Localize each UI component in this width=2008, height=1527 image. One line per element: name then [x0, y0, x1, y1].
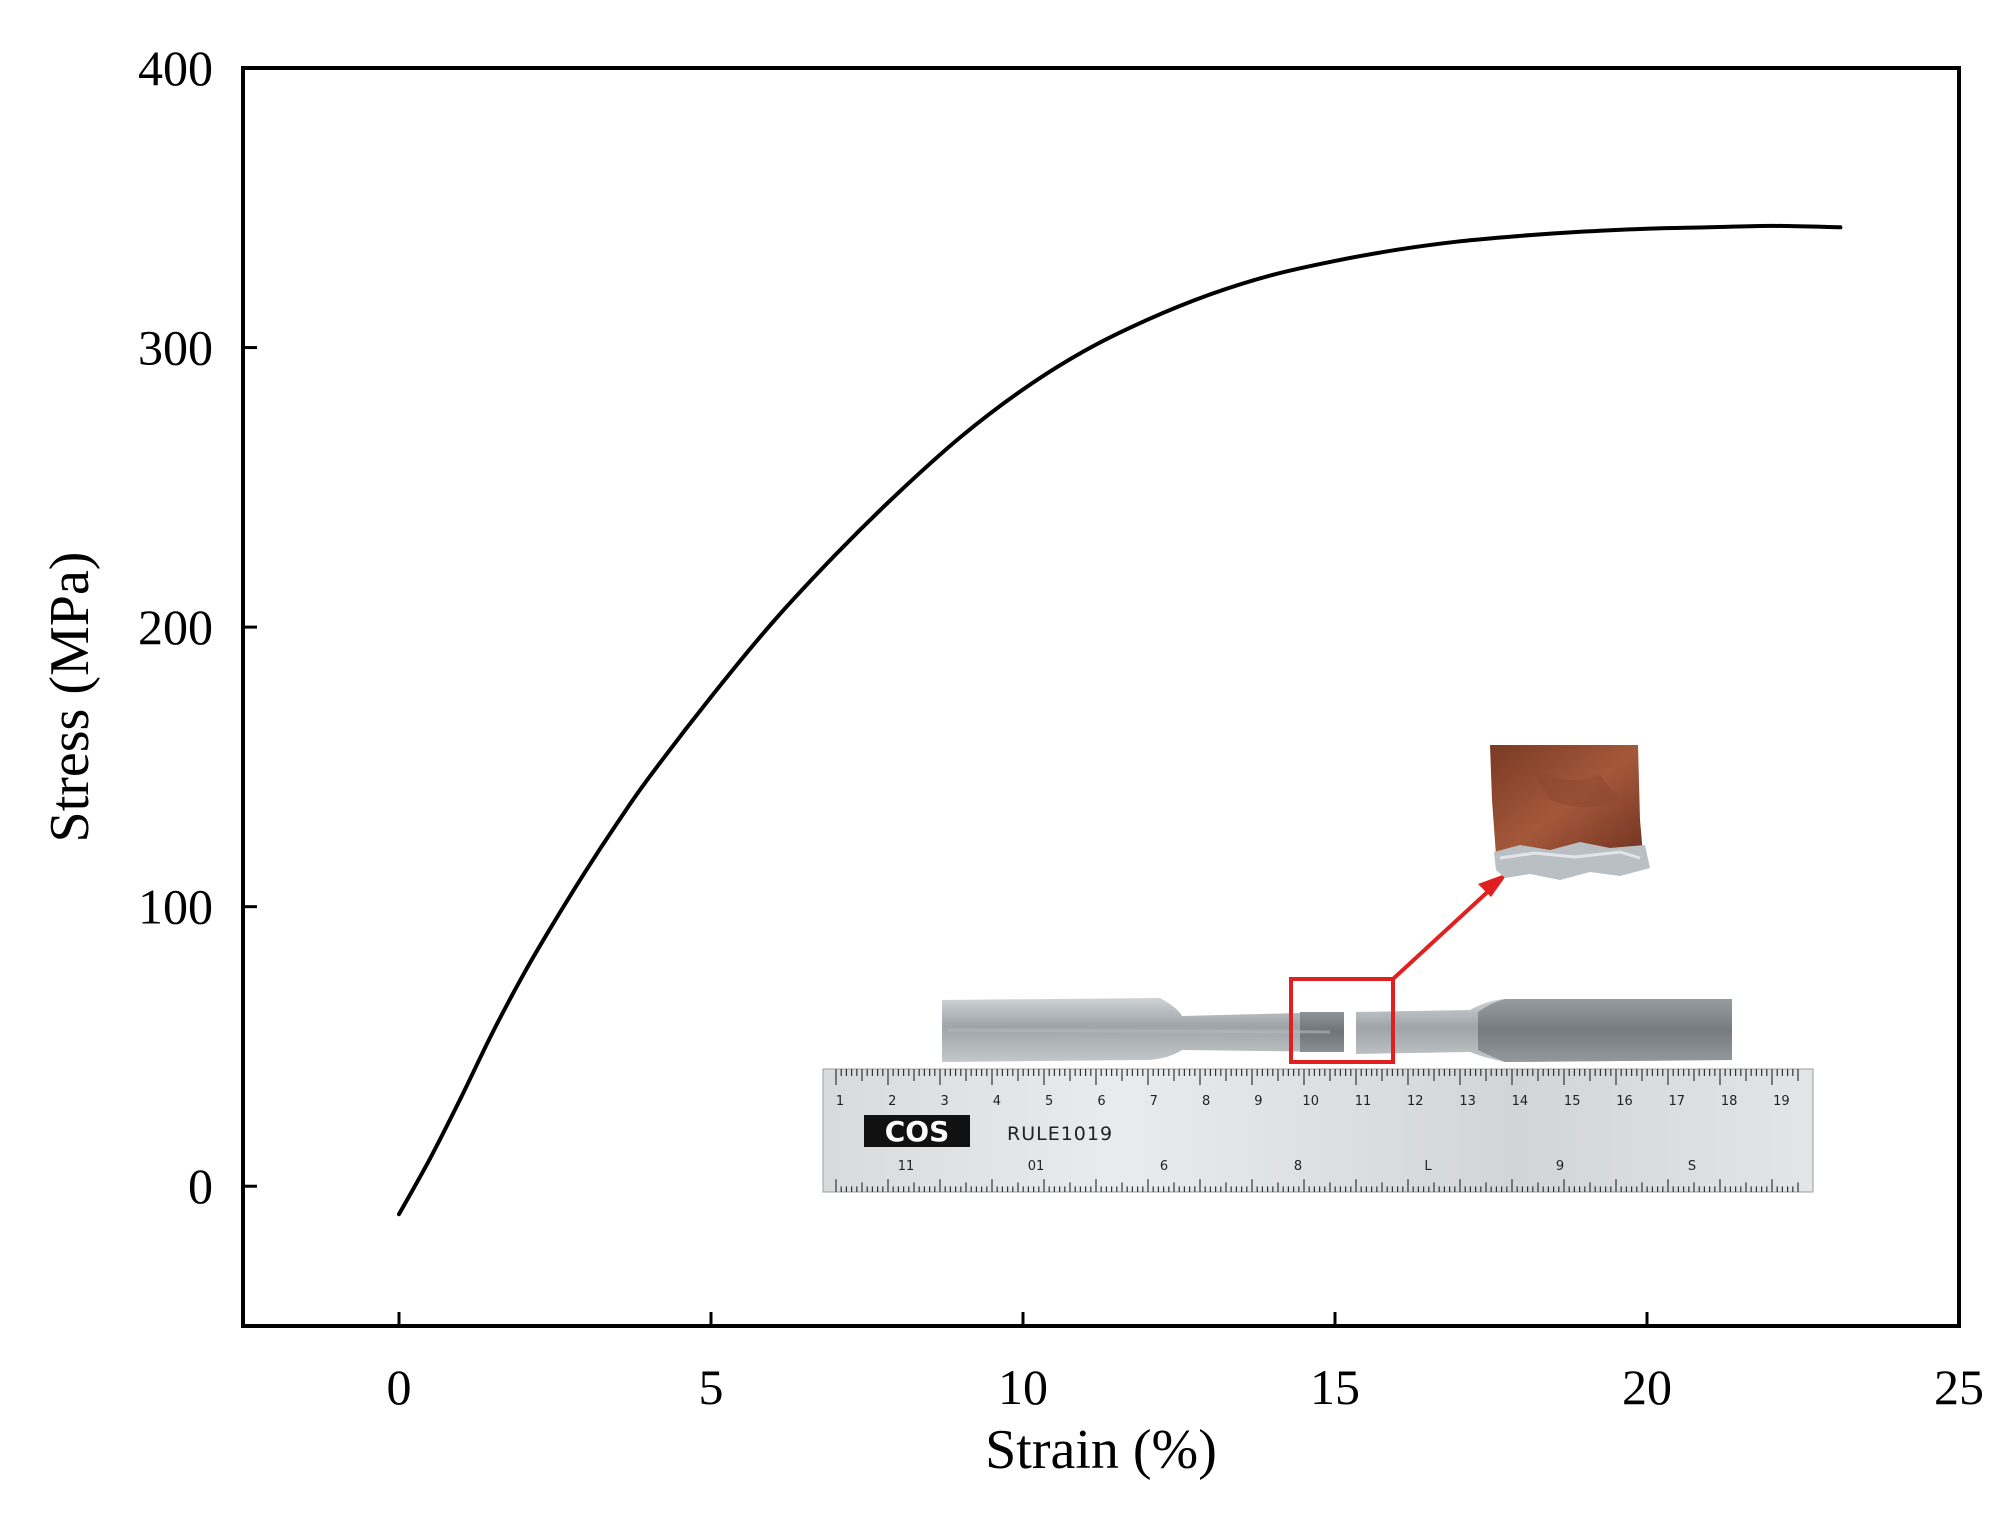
ruler-number: 6: [1097, 1094, 1105, 1109]
tensile-specimen-image: [942, 998, 1732, 1062]
ruler-number: 16: [1616, 1094, 1633, 1109]
ruler-number: 4: [993, 1094, 1001, 1109]
ruler-number: 13: [1459, 1094, 1476, 1109]
ruler-number: 11: [898, 1159, 915, 1174]
ruler-number: 18: [1721, 1094, 1738, 1109]
ruler-number: 8: [1202, 1094, 1210, 1109]
plot-frame: [241, 66, 1961, 1328]
ruler-number: 3: [940, 1094, 948, 1109]
fracture-closeup-image: [1490, 745, 1650, 880]
ruler-number: 9: [1556, 1159, 1564, 1174]
y-axis-title: Stress (MPa): [39, 552, 101, 843]
y-tick-label: 200: [138, 599, 213, 655]
x-tick-label: 20: [1622, 1359, 1672, 1415]
x-axis-title: Strain (%): [985, 1419, 1217, 1481]
x-axis-ticks: 0 5 10 15 20 25: [387, 1312, 1984, 1415]
x-tick-label: 10: [998, 1359, 1048, 1415]
ruler-image: 1 2 3 4 5 6 7 8 9 10 11 12 13 14 15 16 17 18 19 11 01 6 8 L 9 S …: [822, 1068, 1814, 1193]
x-tick-label: 25: [1934, 1359, 1984, 1415]
y-tick-label: 300: [138, 320, 213, 376]
ruler-number: 15: [1564, 1094, 1581, 1109]
ruler-brand: COS: [885, 1115, 950, 1148]
ruler-number: 5: [1045, 1094, 1053, 1109]
x-tick-label: 5: [699, 1359, 724, 1415]
y-tick-label: 100: [138, 879, 213, 935]
ruler-number: 17: [1669, 1094, 1686, 1109]
y-tick-label: 400: [138, 40, 213, 96]
ruler-number: 19: [1773, 1094, 1790, 1109]
zoom-arrowhead-icon: [1478, 873, 1508, 897]
y-axis-ticks: 0 100 200 300 400: [138, 40, 257, 1214]
stress-strain-curve: [397, 223, 1843, 1217]
ruler-number: 1: [836, 1094, 844, 1109]
ruler-number: 11: [1355, 1094, 1372, 1109]
ruler-brand-logo: [864, 1115, 970, 1147]
ruler-number: 9: [1254, 1094, 1262, 1109]
zoom-arrow: [1391, 884, 1496, 981]
x-tick-label: 0: [387, 1359, 412, 1415]
x-tick-label: 15: [1310, 1359, 1360, 1415]
ruler-number: 12: [1407, 1094, 1424, 1109]
fracture-highlight-box: [1289, 977, 1395, 1064]
ruler-label: RULE1019: [1007, 1123, 1113, 1145]
ruler-number: 10: [1302, 1094, 1319, 1109]
ruler-number: 2: [888, 1094, 896, 1109]
y-tick-label: 0: [188, 1158, 213, 1214]
ruler-number: 8: [1294, 1159, 1302, 1174]
ruler-number: 01: [1028, 1159, 1045, 1174]
ruler-number: L: [1424, 1159, 1432, 1174]
ruler-number: S: [1688, 1159, 1696, 1174]
ruler-number: 14: [1512, 1094, 1529, 1109]
specimen-photo-inset: 1 2 3 4 5 6 7 8 9 10 11 12 13 14 15 16 17 18 19 11 01 6 8 L 9 S …: [822, 745, 1814, 1193]
ruler-number: 7: [1150, 1094, 1158, 1109]
ruler-number: 6: [1160, 1159, 1168, 1174]
